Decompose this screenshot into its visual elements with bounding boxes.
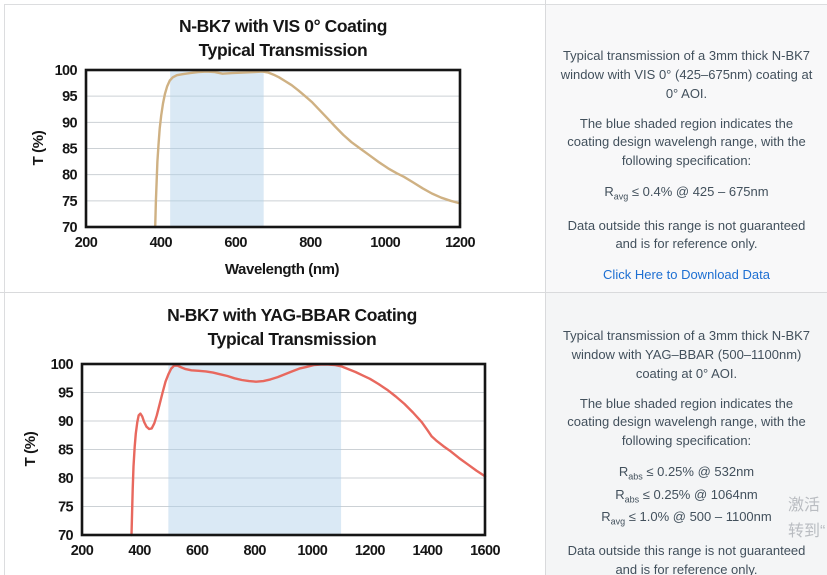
column-divider	[545, 0, 546, 575]
x-tick-label: 600	[186, 543, 209, 559]
frame-border-top	[4, 4, 827, 5]
y-tick-label: 95	[62, 89, 77, 105]
vis-chart-cell: 70 75 80 85 90 95 100 200 400 600 800 1000 1200 N-BK7…	[5, 5, 545, 292]
y-tick-label: 90	[62, 115, 77, 131]
vis-info-panel: Typical transmission of a 3mm thick N-BK…	[546, 5, 827, 292]
vis-spec-list: Ravg ≤ 0.4% @ 425 – 675nm	[560, 182, 813, 205]
design-range-band	[170, 70, 264, 227]
x-tick-label: 1400	[412, 543, 442, 559]
y-tick-label: 70	[58, 528, 73, 544]
y-tick-label: 85	[58, 443, 73, 459]
y-tick-label: 80	[62, 168, 77, 184]
yag-shaded-region-note: The blue shaded region indicates the coa…	[567, 395, 806, 449]
y-tick-label: 90	[58, 414, 73, 430]
plot-border	[80, 362, 487, 537]
x-tick-label: 1200	[355, 543, 385, 559]
x-tick-label: 800	[299, 235, 322, 251]
yag-info-panel: Typical transmission of a 3mm thick N-BK…	[546, 293, 827, 575]
plot-border	[84, 68, 462, 229]
yag-transmission-chart: 70 75 80 85 90 95 100 200 400 600 800 1000 1200 1400 1…	[22, 305, 501, 559]
y-axis-label: T (%)	[30, 130, 47, 165]
y-tick-label: 70	[62, 220, 77, 236]
x-tick-label: 1200	[445, 235, 475, 251]
transmission-curve	[130, 363, 487, 537]
spec-line: Ravg ≤ 0.4% @ 425 – 675nm	[604, 184, 769, 202]
y-axis-label: T (%)	[22, 431, 39, 466]
spec-line: Ravg ≤ 1.0% @ 500 – 1100nm	[601, 509, 772, 527]
y-tick-label: 80	[58, 471, 73, 487]
chart-subtitle: Typical Transmission	[199, 40, 368, 60]
yag-description: Typical transmission of a 3mm thick N-BK…	[562, 328, 811, 381]
x-axis-label: Wavelength (nm)	[225, 261, 340, 278]
x-tick-label: 200	[75, 235, 98, 251]
yag-chart-cell: 70 75 80 85 90 95 100 200 400 600 800 1000 1200 1400 1…	[5, 293, 545, 575]
vis-description: Typical transmission of a 3mm thick N-BK…	[560, 48, 813, 101]
vis-download-data-link[interactable]: Click Here to Download Data	[603, 267, 770, 283]
design-range-band	[168, 364, 342, 535]
x-tick-label: 400	[128, 543, 151, 559]
yag-spec-list: Rabs ≤ 0.25% @ 532nm Rabs ≤ 0.25% @ 1064n…	[560, 462, 813, 530]
x-tick-label: 200	[71, 543, 94, 559]
chart-title: N-BK7 with VIS 0° Coating	[179, 16, 387, 36]
vis-transmission-chart: 70 75 80 85 90 95 100 200 400 600 800 1000 1200 N-BK7…	[30, 16, 476, 278]
y-tick-label: 75	[58, 500, 73, 516]
yag-disclaimer: Data outside this range is not guarantee…	[567, 542, 806, 575]
y-tick-label: 85	[62, 142, 77, 158]
x-tick-label: 400	[150, 235, 173, 251]
x-tick-label: 600	[224, 235, 247, 251]
spec-line: Rabs ≤ 0.25% @ 1064nm	[615, 486, 758, 505]
y-tick-label: 95	[58, 386, 73, 402]
y-tick-label: 100	[55, 63, 78, 79]
x-tick-label: 1000	[297, 543, 327, 559]
x-tick-label: 800	[244, 543, 267, 559]
y-tick-label: 100	[51, 357, 74, 373]
chart-subtitle: Typical Transmission	[208, 329, 377, 349]
frame-border-left	[4, 4, 5, 575]
vis-disclaimer: Data outside this range is not guarantee…	[567, 217, 806, 252]
vis-shaded-region-note: The blue shaded region indicates the coa…	[567, 115, 806, 169]
spec-line: Rabs ≤ 0.25% @ 532nm	[618, 464, 755, 482]
transmission-curve	[154, 70, 462, 229]
x-tick-label: 1600	[470, 543, 500, 559]
chart-title: N-BK7 with YAG-BBAR Coating	[167, 305, 417, 325]
y-tick-label: 75	[62, 194, 77, 210]
row-divider	[0, 292, 827, 293]
x-tick-label: 1000	[370, 235, 400, 251]
